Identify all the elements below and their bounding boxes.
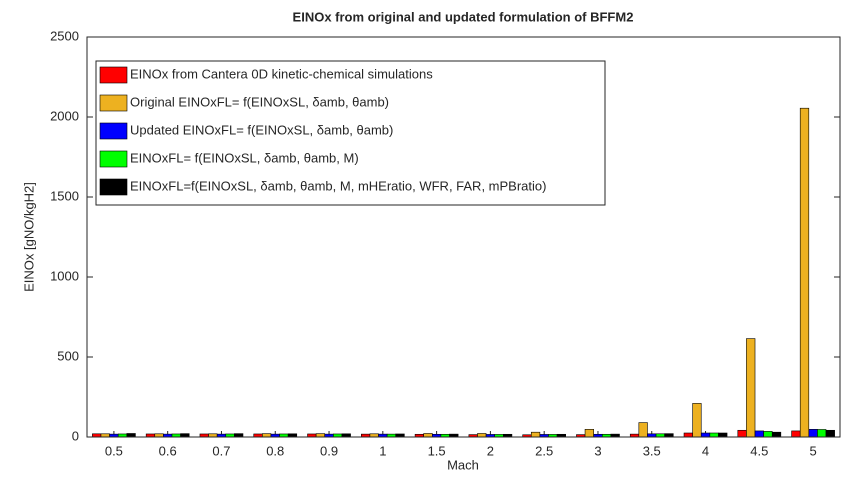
x-tick-label: 0.6 (159, 443, 177, 458)
bar (808, 429, 818, 438)
x-tick-label: 0.5 (105, 443, 123, 458)
x-tick-label: 4.5 (750, 443, 768, 458)
x-tick-label: 0.8 (266, 443, 284, 458)
x-axis-label: Mach (447, 457, 479, 472)
bar (825, 429, 835, 438)
x-tick-label: 0.7 (212, 443, 230, 458)
bar (709, 432, 719, 438)
y-tick-label: 1000 (50, 268, 79, 283)
bar (584, 429, 594, 438)
bar (530, 431, 541, 438)
legend-swatch (99, 94, 128, 112)
legend-label: EINOxFL= f(EINOxSL, δamb, θamb, M) (130, 150, 359, 165)
bar (746, 338, 756, 438)
chart-title: EINOx from original and updated formulat… (293, 9, 634, 24)
legend-label: Original EINOxFL= f(EINOxSL, δamb, θamb) (130, 94, 389, 109)
bar (799, 107, 810, 438)
x-tick-label: 4 (702, 443, 709, 458)
legend-label: EINOx from Cantera 0D kinetic-chemical s… (130, 66, 433, 81)
legend-box (95, 60, 606, 206)
x-tick-label: 1.5 (428, 443, 446, 458)
y-tick-label: 1500 (50, 188, 79, 203)
bar (683, 432, 693, 438)
bar (234, 433, 244, 438)
legend-swatch (99, 178, 128, 196)
bar (664, 433, 674, 438)
bar (638, 422, 648, 438)
bar (817, 429, 827, 438)
x-tick-label: 5 (809, 443, 816, 458)
legend-label: Updated EINOxFL= f(EINOxSL, δamb, θamb) (130, 122, 393, 137)
x-tick-label: 1 (379, 443, 386, 458)
x-tick-label: 3.5 (643, 443, 661, 458)
bar (763, 431, 773, 438)
bar (718, 432, 728, 438)
legend-swatch (99, 66, 128, 84)
bar (477, 433, 487, 438)
legend-swatch (99, 122, 128, 140)
x-tick-label: 3 (594, 443, 601, 458)
legend-swatch (99, 150, 128, 168)
plot-frame (86, 36, 841, 438)
y-tick-label: 2000 (50, 108, 79, 123)
bar (754, 430, 764, 438)
legend-label: EINOxFL=f(EINOxSL, δamb, θamb, M, mHErat… (130, 178, 546, 193)
x-tick-label: 2.5 (535, 443, 553, 458)
x-tick-label: 0.9 (320, 443, 338, 458)
bar (700, 432, 711, 438)
y-tick-label: 2500 (50, 28, 79, 43)
y-tick-label: 500 (57, 348, 79, 363)
bar (791, 430, 801, 438)
y-axis-label: EINOx [gNO/kgH2] (21, 182, 36, 292)
y-tick-label: 0 (72, 428, 79, 443)
bar (126, 433, 136, 438)
bar (180, 433, 190, 438)
bar (692, 403, 702, 438)
x-tick-label: 2 (487, 443, 494, 458)
bar (737, 429, 747, 438)
bar (423, 433, 433, 438)
bar (771, 431, 782, 438)
bar (262, 433, 272, 438)
bar (315, 433, 326, 438)
